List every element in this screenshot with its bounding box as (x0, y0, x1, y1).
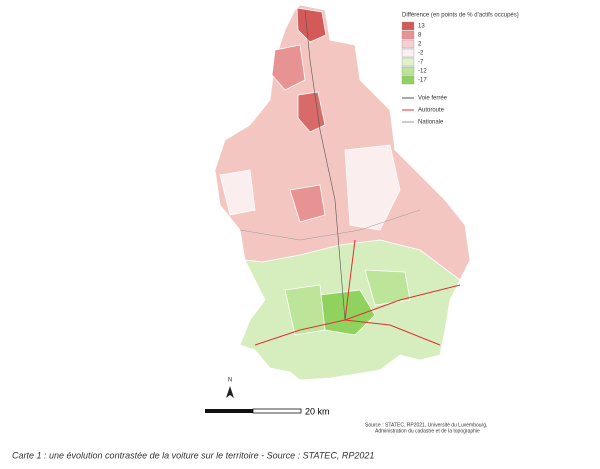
region-light (344, 144, 401, 231)
motorway (344, 284, 461, 321)
legend-label: -2 (418, 51, 424, 57)
north-label: N (228, 378, 232, 384)
legend-label: -17 (418, 78, 427, 84)
legend-label: 2 (418, 42, 422, 48)
caption: Carte 1 : une évolution contrastée de la… (12, 450, 374, 460)
legend-swatch (401, 30, 415, 40)
legend-line-label: Autoroute (418, 108, 445, 114)
region-green (284, 284, 326, 336)
legend-label: 8 (418, 33, 422, 39)
legend-swatch (401, 21, 415, 31)
legend-swatch (401, 39, 415, 49)
legend: Différence (en points de % d'actifs occu… (401, 13, 519, 126)
region-mid (289, 184, 326, 223)
source-text: Administration du cadastre et de la topo… (375, 428, 480, 434)
legend-title: Différence (en points de % d'actifs occu… (402, 13, 519, 19)
region-green (364, 269, 411, 306)
national-road (239, 209, 421, 241)
legend-label: -7 (418, 60, 424, 66)
north-arrow-icon (226, 386, 234, 398)
legend-swatch (401, 48, 415, 58)
legend-swatch (401, 57, 415, 67)
region-light (219, 169, 256, 216)
legend-swatch (401, 75, 415, 85)
legend-label: -12 (418, 69, 427, 75)
motorway (344, 239, 356, 321)
map (214, 4, 471, 381)
legend-swatch (401, 66, 415, 76)
legend-line-label: Voie ferrée (418, 96, 448, 102)
country-north (214, 4, 471, 281)
legend-line-label: Nationale (418, 120, 444, 126)
source-text: Source : STATEC, RP2021, Université du L… (365, 422, 487, 428)
scale-segment (252, 408, 302, 414)
region-dark (296, 7, 327, 43)
region-mid (271, 44, 306, 91)
scale-bar: 20 km (205, 406, 330, 416)
legend-label: 13 (418, 24, 425, 30)
scale-segment (205, 409, 253, 413)
roads (239, 9, 461, 346)
railway (304, 9, 346, 321)
scale-label: 20 km (305, 406, 330, 416)
north-arrow: N (226, 378, 234, 398)
